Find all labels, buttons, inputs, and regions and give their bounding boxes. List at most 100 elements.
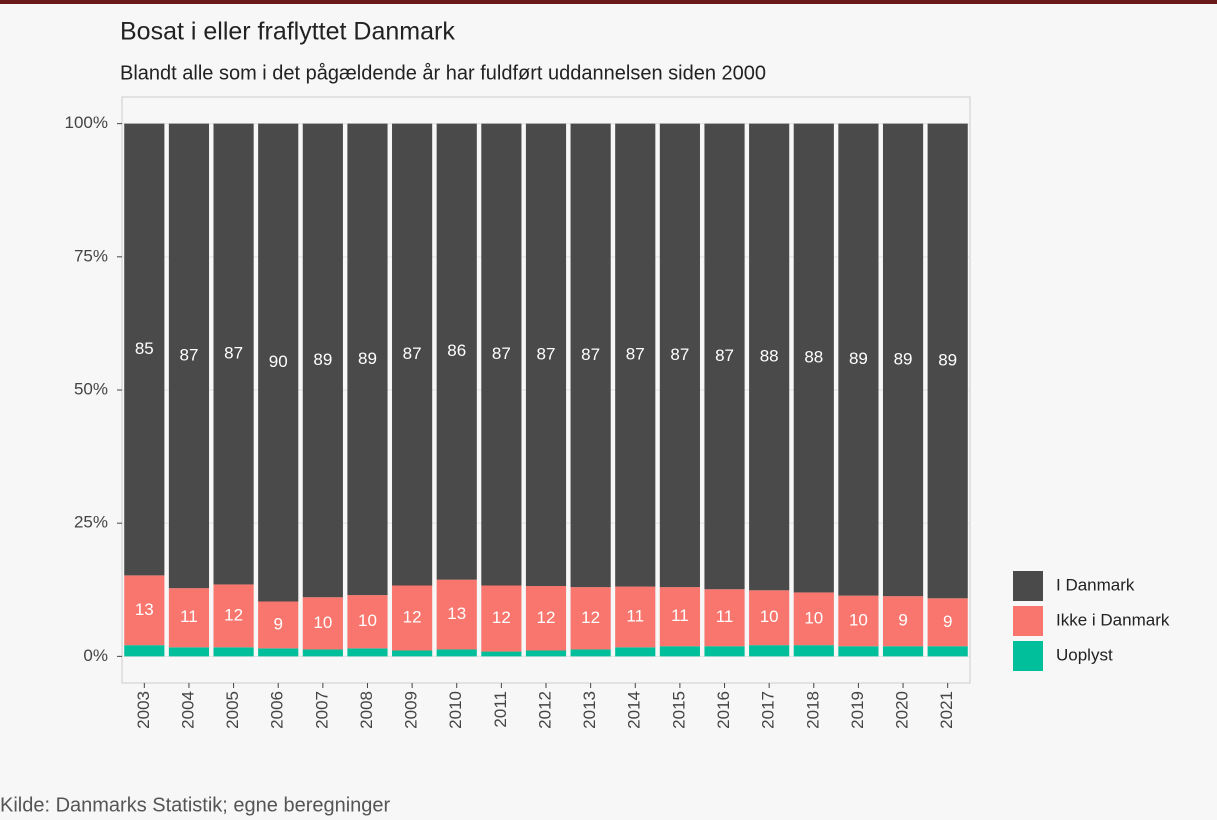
legend-swatch xyxy=(1013,641,1043,671)
value-label: 87 xyxy=(626,345,645,364)
legend-label: Uoplyst xyxy=(1056,645,1113,664)
caption: Kilde: Danmarks Statistik; egne beregnin… xyxy=(0,794,391,816)
value-label: 10 xyxy=(358,611,377,630)
chart-title: Bosat i eller fraflyttet Danmark xyxy=(120,18,455,46)
value-label: 87 xyxy=(670,345,689,364)
value-label: 87 xyxy=(492,344,511,363)
bar-segment xyxy=(704,646,745,657)
value-label: 10 xyxy=(760,607,779,626)
value-label: 89 xyxy=(894,349,913,368)
value-label: 89 xyxy=(849,349,868,368)
bar-segment xyxy=(258,648,299,657)
x-tick-label: 2012 xyxy=(535,691,554,729)
x-tick-label: 2021 xyxy=(937,691,956,729)
value-label: 12 xyxy=(537,608,556,627)
bar-segment xyxy=(258,601,299,649)
x-tick-label: 2014 xyxy=(625,691,644,729)
y-tick-label: 25% xyxy=(74,513,108,532)
value-label: 11 xyxy=(716,607,734,626)
bar-segment xyxy=(793,123,834,593)
value-label: 10 xyxy=(849,610,868,629)
bar-segment xyxy=(302,649,343,657)
bar-segment xyxy=(481,585,522,652)
y-tick-label: 50% xyxy=(74,379,108,398)
value-label: 90 xyxy=(269,352,288,371)
bar-segment xyxy=(659,123,700,588)
bar-segment xyxy=(570,649,611,657)
bar-segment xyxy=(927,123,968,599)
value-label: 87 xyxy=(179,345,198,364)
bar-segment xyxy=(927,598,968,647)
legend-label: I Danmark xyxy=(1056,575,1135,594)
bar-segment xyxy=(302,123,343,598)
bar-segment xyxy=(570,123,611,588)
value-label: 87 xyxy=(581,345,600,364)
x-tick-label: 2011 xyxy=(491,691,510,728)
bar-segment xyxy=(481,651,522,657)
bar-segment xyxy=(525,650,567,657)
bar-segment xyxy=(347,123,388,596)
bar-segment xyxy=(749,645,790,657)
x-tick-label: 2006 xyxy=(268,691,287,729)
bar-segment xyxy=(704,589,745,647)
x-tick-label: 2003 xyxy=(134,691,153,729)
value-label: 88 xyxy=(804,348,823,367)
bar-segment xyxy=(347,595,388,649)
chart-subtitle: Blandt alle som i det pågældende år har … xyxy=(120,62,766,84)
bar-segment xyxy=(124,575,165,646)
bar-segment xyxy=(659,587,700,647)
value-label: 88 xyxy=(760,346,779,365)
bar-segment xyxy=(481,123,522,586)
bar-segment xyxy=(213,123,254,585)
value-label: 13 xyxy=(447,604,466,623)
x-tick-label: 2008 xyxy=(357,691,376,729)
value-label: 11 xyxy=(180,607,198,626)
bar-segment xyxy=(124,123,165,576)
bar-segment xyxy=(793,592,834,646)
bar-segment xyxy=(570,587,611,650)
bar-segment xyxy=(882,123,924,597)
bar-segment xyxy=(302,597,343,650)
y-tick-label: 0% xyxy=(83,646,108,665)
value-label: 86 xyxy=(447,341,466,360)
x-tick-label: 2010 xyxy=(446,691,465,729)
bar-segment xyxy=(882,646,924,657)
value-label: 10 xyxy=(313,613,332,632)
bar-segment xyxy=(436,579,477,650)
x-tick-label: 2017 xyxy=(759,691,778,729)
bar-segment xyxy=(392,585,433,651)
bar-segment xyxy=(392,123,433,586)
value-label: 89 xyxy=(313,350,332,369)
value-label: 9 xyxy=(273,614,282,633)
value-label: 12 xyxy=(403,607,422,626)
value-label: 12 xyxy=(492,608,511,627)
legend-swatch xyxy=(1013,606,1043,636)
value-label: 9 xyxy=(943,612,952,631)
x-tick-label: 2005 xyxy=(223,691,242,729)
x-tick-label: 2004 xyxy=(178,691,197,729)
value-label: 12 xyxy=(581,608,600,627)
legend-swatch xyxy=(1013,571,1043,601)
legend-label: Ikke i Danmark xyxy=(1056,610,1170,629)
top-border xyxy=(0,0,1217,4)
x-tick-label: 2019 xyxy=(848,691,867,729)
bar-segment xyxy=(525,123,567,587)
value-label: 11 xyxy=(626,606,644,625)
bar-segment xyxy=(213,647,254,657)
value-label: 87 xyxy=(224,344,243,363)
bar-segment xyxy=(392,650,433,657)
bar-segment xyxy=(168,123,210,589)
value-label: 87 xyxy=(537,344,556,363)
bar-segment xyxy=(124,645,165,657)
x-tick-label: 2013 xyxy=(580,691,599,729)
bar-segment xyxy=(168,647,210,657)
bar-segment xyxy=(838,646,879,657)
bar-segment xyxy=(749,590,790,646)
x-tick-label: 2007 xyxy=(312,691,331,729)
bar-segment xyxy=(615,123,656,587)
bar-segment xyxy=(615,647,656,657)
bar-segment xyxy=(749,123,790,591)
bar-segment xyxy=(704,123,745,590)
